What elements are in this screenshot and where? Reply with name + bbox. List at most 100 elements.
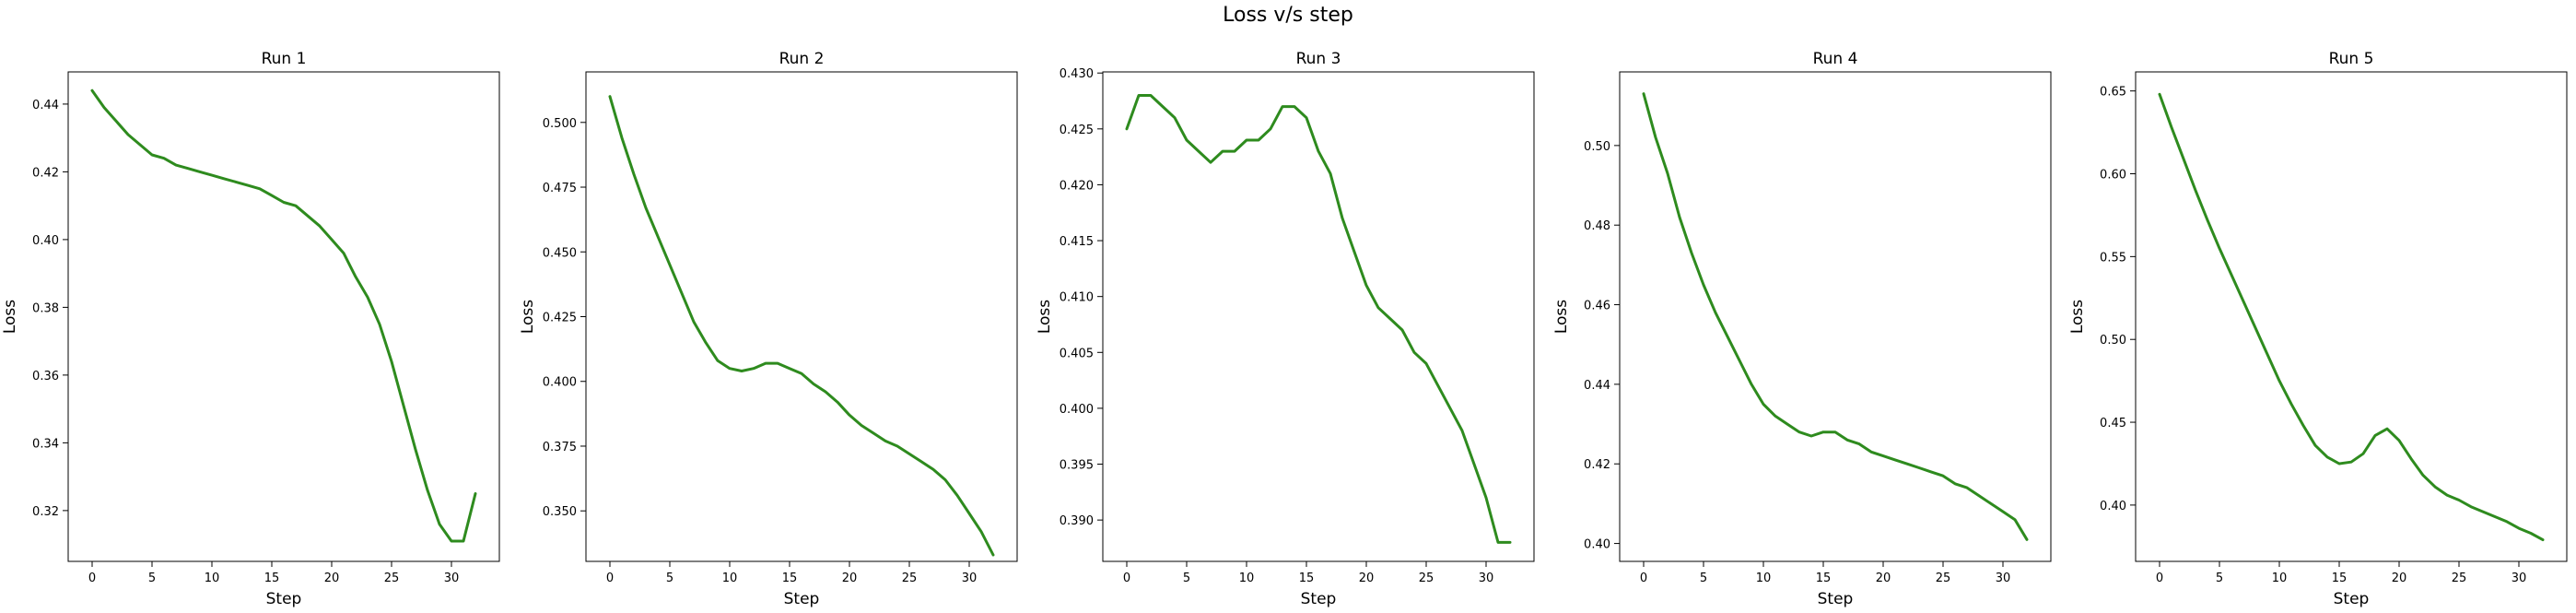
y-tick-label: 0.60: [2100, 169, 2126, 183]
y-tick-label: 0.38: [32, 301, 59, 315]
y-tick-label: 0.375: [543, 441, 577, 454]
y-tick-label: 0.40: [2100, 500, 2126, 513]
y-tick-label: 0.400: [543, 376, 577, 390]
y-tick-label: 0.32: [32, 505, 59, 519]
y-tick-label: 0.500: [543, 117, 577, 131]
subplot-title: Run 5: [2329, 50, 2374, 68]
y-tick-label: 0.50: [1584, 140, 1610, 154]
x-tick-label: 10: [722, 572, 738, 585]
y-tick-label: 0.475: [543, 182, 577, 195]
y-axis-label: Loss: [1036, 300, 1054, 334]
x-axis-label: Step: [1301, 590, 1337, 608]
subplot-title: Run 3: [1296, 50, 1341, 68]
y-tick-label: 0.34: [32, 437, 59, 451]
x-tick-label: 20: [1359, 572, 1375, 585]
x-axis-label: Step: [266, 590, 302, 608]
subplot-run-4: Run 4 0 5 10 15 20 25 30 0.40 0.42 0.44 0.46 0.48 0.5…: [1552, 50, 2052, 608]
y-tick-label: 0.45: [2100, 417, 2126, 430]
x-tick-label: 15: [1299, 572, 1315, 585]
y-tick-label: 0.420: [1060, 179, 1094, 193]
x-tick-label: 30: [2512, 572, 2527, 585]
x-tick-label: 10: [1756, 572, 1772, 585]
y-tick-label: 0.395: [1060, 459, 1094, 473]
loss-line: [90, 88, 477, 543]
subplot-run-5: Run 5 0 5 10 15 20 25 30 0.40 0.45 0.50 0.55 0.60 0.6…: [2068, 50, 2568, 608]
subplot-title: Run 2: [779, 50, 825, 68]
x-tick-label: 15: [264, 572, 280, 585]
x-tick-label: 25: [384, 572, 400, 585]
x-tick-label: 5: [148, 572, 156, 585]
x-tick-label: 10: [205, 572, 220, 585]
y-tick-label: 0.415: [1060, 235, 1094, 249]
axes-frame: [1619, 71, 2052, 562]
subplot-run-1: Run 1 0 5 10 15 20 25 30 0.32 0.34 0.36 0.38 0.40 0.4…: [1, 50, 500, 608]
y-axis-label: Loss: [1, 300, 19, 334]
x-tick-label: 20: [1876, 572, 1891, 585]
y-tick-label: 0.350: [543, 505, 577, 519]
x-tick-label: 0: [88, 572, 96, 585]
x-tick-label: 0: [606, 572, 614, 585]
y-tick-label: 0.40: [1584, 538, 1610, 552]
loss-line: [1125, 94, 1512, 544]
y-tick-label: 0.36: [32, 370, 59, 383]
x-tick-label: 25: [2452, 572, 2467, 585]
subplot-title: Run 4: [1813, 50, 1858, 68]
x-tick-label: 5: [2216, 572, 2223, 585]
y-tick-label: 0.405: [1060, 347, 1094, 360]
axes-frame: [2135, 71, 2568, 562]
x-tick-label: 0: [1123, 572, 1130, 585]
x-tick-label: 25: [1419, 572, 1434, 585]
x-tick-label: 0: [2156, 572, 2163, 585]
x-tick-label: 30: [1479, 572, 1494, 585]
y-tick-label: 0.450: [543, 246, 577, 260]
x-tick-label: 5: [1700, 572, 1707, 585]
x-tick-label: 0: [1640, 572, 1647, 585]
axes-frame: [585, 71, 1018, 562]
y-tick-label: 0.42: [1584, 458, 1610, 472]
y-tick-label: 0.425: [543, 312, 577, 325]
x-tick-label: 5: [666, 572, 673, 585]
x-tick-label: 20: [2392, 572, 2407, 585]
axes-frame: [67, 71, 500, 562]
figure-title: Loss v/s step: [1223, 4, 1353, 27]
x-tick-label: 25: [1936, 572, 1951, 585]
x-tick-label: 10: [1239, 572, 1255, 585]
x-tick-label: 15: [2332, 572, 2348, 585]
x-tick-label: 30: [962, 572, 978, 585]
y-tick-label: 0.48: [1584, 219, 1610, 233]
x-tick-label: 15: [782, 572, 798, 585]
y-tick-label: 0.400: [1060, 403, 1094, 417]
x-axis-label: Step: [1818, 590, 1854, 608]
x-axis-label: Step: [784, 590, 820, 608]
loss-line: [608, 95, 995, 557]
y-tick-label: 0.410: [1060, 291, 1094, 305]
y-tick-label: 0.50: [2100, 334, 2126, 348]
loss-line: [1642, 92, 2029, 541]
axes-frame: [1102, 71, 1535, 562]
y-tick-label: 0.55: [2100, 251, 2126, 265]
y-tick-label: 0.40: [32, 234, 59, 248]
y-tick-label: 0.42: [32, 166, 59, 180]
subplot-title: Run 1: [262, 50, 307, 68]
y-tick-label: 0.44: [32, 99, 59, 112]
x-tick-label: 20: [324, 572, 340, 585]
x-tick-label: 20: [842, 572, 858, 585]
y-tick-label: 0.390: [1060, 514, 1094, 528]
x-tick-label: 30: [444, 572, 460, 585]
subplot-run-3: Run 3 0 5 10 15 20 25 30 0.390 0.395 0.400 0.405 0.4…: [1036, 50, 1535, 608]
x-tick-label: 5: [1183, 572, 1190, 585]
y-axis-label: Loss: [519, 300, 537, 334]
loss-line: [2158, 92, 2545, 542]
x-tick-label: 25: [902, 572, 918, 585]
subplot-run-2: Run 2 0 5 10 15 20 25 30 0.350 0.375 0.400 0.425 0.4…: [519, 50, 1018, 608]
y-tick-label: 0.65: [2100, 86, 2126, 100]
y-axis-label: Loss: [1552, 300, 1571, 334]
y-axis-label: Loss: [2068, 300, 2087, 334]
y-tick-label: 0.425: [1060, 124, 1094, 137]
x-tick-label: 30: [1996, 572, 2011, 585]
y-tick-label: 0.46: [1584, 300, 1610, 313]
x-tick-label: 10: [2272, 572, 2288, 585]
x-axis-label: Step: [2334, 590, 2370, 608]
y-tick-label: 0.44: [1584, 379, 1610, 393]
